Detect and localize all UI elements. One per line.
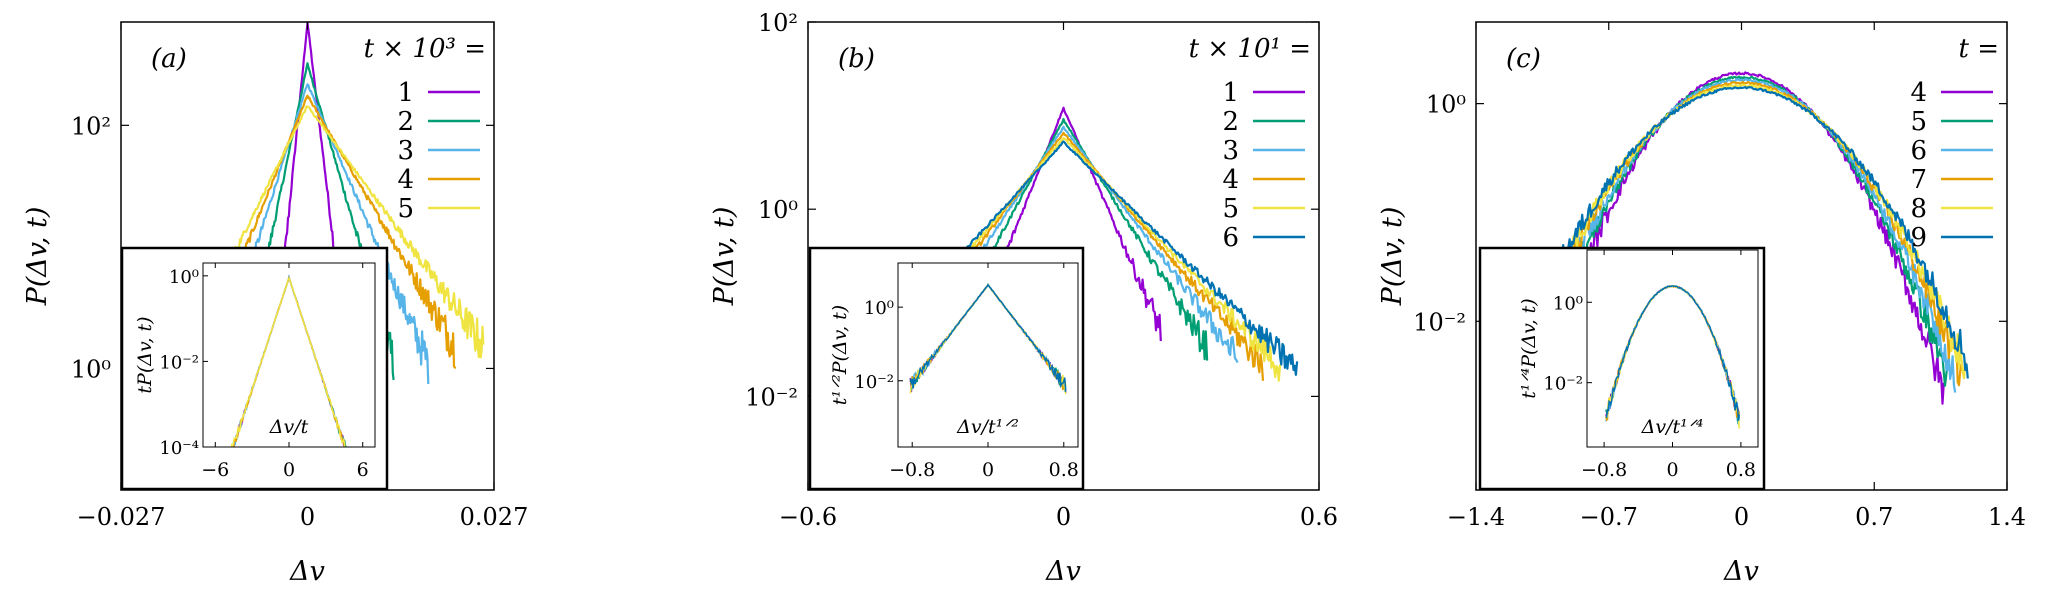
legend-label: 8 — [1910, 194, 1927, 224]
legend-label: 6 — [1222, 223, 1239, 253]
legend-label: 5 — [1222, 194, 1239, 224]
x-axis-label: Δv — [1045, 556, 1081, 587]
y-axis-label: P(Δv, t) — [709, 207, 740, 307]
panel-label: (b) — [838, 44, 875, 74]
inset-x-tick-label: 0 — [982, 459, 994, 481]
series-line-c-5 — [1557, 75, 1951, 387]
legend-label: 4 — [1910, 78, 1927, 108]
panel-a: −0.027 0 0.027 10⁰ 10² Δv P(Δv, t) (a) t × 10³ =… — [22, 21, 529, 587]
x-tick-label: 0.027 — [460, 503, 529, 531]
x-tick-label: 0.7 — [1855, 503, 1893, 531]
legend-title: t × 10¹ = — [1189, 34, 1311, 64]
inset-y-axis-label: t¹ᐟ⁴P(Δv, t) — [1518, 298, 1540, 398]
inset-x-axis-label: Δv/t — [269, 416, 309, 438]
panel-label: (c) — [1506, 44, 1541, 74]
inset-x-tick-label: 0 — [283, 459, 295, 481]
x-tick-label: −0.6 — [779, 503, 837, 531]
inset-box — [1478, 246, 1766, 491]
legend-label: 3 — [1222, 136, 1239, 166]
y-tick-label: 10⁰ — [71, 355, 111, 383]
legend-label: 3 — [397, 136, 414, 166]
inset-series-group — [230, 274, 347, 447]
legend-label: 4 — [1222, 165, 1239, 195]
x-tick-label: 0.6 — [1300, 503, 1338, 531]
inset: −6 0 6 10⁻⁴ 10⁻² 10⁰ Δv/t tP(Δv, t) — [120, 246, 389, 491]
x-tick-label: −1.4 — [1447, 503, 1505, 531]
inset-x-tick-label: 0 — [1666, 459, 1678, 481]
inset-y-tick-label: 10⁰ — [1553, 293, 1583, 314]
legend-label: 9 — [1910, 223, 1927, 253]
x-axis-label: Δv — [1723, 556, 1759, 587]
y-axis-label: P(Δv, t) — [1377, 207, 1408, 307]
inset-y-tick-label: 10⁻² — [159, 352, 199, 373]
legend-title: t = — [1959, 34, 2000, 64]
inset-series-line-b-6 — [909, 283, 1067, 392]
legend-label: 1 — [397, 78, 414, 108]
y-axis-label: P(Δv, t) — [22, 207, 53, 307]
legend-label: 7 — [1910, 165, 1927, 195]
series-line-c-9 — [1535, 86, 1969, 379]
legend-label: 5 — [397, 194, 414, 224]
panel-label: (a) — [151, 44, 187, 74]
inset-x-tick-label: −0.8 — [1581, 459, 1627, 481]
inset-x-tick-label: −6 — [201, 459, 229, 481]
panel-b: −0.6 0 0.6 10⁻² 10⁰ 10² Δv P(Δv, t) (b) t × 10¹ =… — [709, 9, 1338, 587]
legend-label: 4 — [397, 165, 414, 195]
x-tick-label: −0.027 — [77, 503, 166, 531]
inset-series-group — [909, 282, 1067, 395]
legend-label: 2 — [397, 107, 414, 137]
inset-y-tick-label: 10⁻⁴ — [159, 438, 199, 459]
y-tick-label: 10² — [71, 112, 111, 140]
y-tick-label: 10⁰ — [758, 196, 798, 224]
inset: −0.8 0 0.8 10⁻² 10⁰ Δv/t¹ᐟ² t¹ᐟ²P(Δv, t) — [808, 246, 1085, 491]
inset: −0.8 0 0.8 10⁻² 10⁰ Δv/t¹ᐟ⁴ t¹ᐟ⁴P(Δv, t) — [1478, 246, 1766, 491]
inset-box — [808, 246, 1085, 491]
inset-x-axis-label: Δv/t¹ᐟ² — [956, 416, 1019, 438]
inset-x-tick-label: −0.8 — [889, 459, 935, 481]
series-line-c-7 — [1545, 80, 1963, 387]
inset-y-tick-label: 10⁰ — [169, 267, 199, 288]
x-axis-label: Δv — [289, 556, 325, 587]
legend-label: 1 — [1222, 78, 1239, 108]
x-tick-label: 1.4 — [1988, 503, 2026, 531]
y-tick-label: 10⁻² — [745, 383, 798, 411]
inset-series-line-c-9 — [1605, 285, 1740, 421]
inset-box — [120, 246, 389, 491]
x-tick-label: 0 — [1734, 503, 1749, 531]
inset-y-tick-label: 10⁰ — [864, 298, 894, 319]
inset-series-line-a-5 — [230, 276, 346, 447]
inset-y-axis-label: t¹ᐟ²P(Δv, t) — [829, 305, 851, 405]
inset-x-tick-label: 0.8 — [1049, 459, 1079, 481]
inset-x-tick-label: 6 — [357, 459, 369, 481]
y-tick-label: 10⁰ — [1426, 91, 1466, 119]
y-tick-label: 10⁻² — [1413, 308, 1466, 336]
x-tick-label: −0.7 — [1580, 503, 1638, 531]
series-group — [1535, 71, 1969, 405]
legend-title: t × 10³ = — [364, 34, 486, 64]
inset-x-axis-label: Δv/t¹ᐟ⁴ — [1641, 416, 1704, 438]
x-tick-label: 0 — [300, 503, 315, 531]
series-line-c-4 — [1564, 71, 1945, 405]
inset-y-tick-label: 10⁻² — [1543, 374, 1583, 395]
legend-label: 2 — [1222, 107, 1239, 137]
x-tick-label: 0 — [1056, 503, 1071, 531]
panel-c: −1.4 −0.7 0 0.7 1.4 10⁻² 10⁰ Δv P(Δv, t) (c) t = 45… — [1377, 21, 2026, 587]
inset-y-axis-label: tP(Δv, t) — [134, 316, 156, 393]
inset-series-group — [1605, 284, 1740, 429]
legend-label: 5 — [1910, 107, 1927, 137]
y-tick-label: 10² — [758, 9, 798, 37]
legend-label: 6 — [1910, 136, 1927, 166]
inset-y-tick-label: 10⁻² — [854, 372, 894, 393]
inset-x-tick-label: 0.8 — [1726, 459, 1756, 481]
